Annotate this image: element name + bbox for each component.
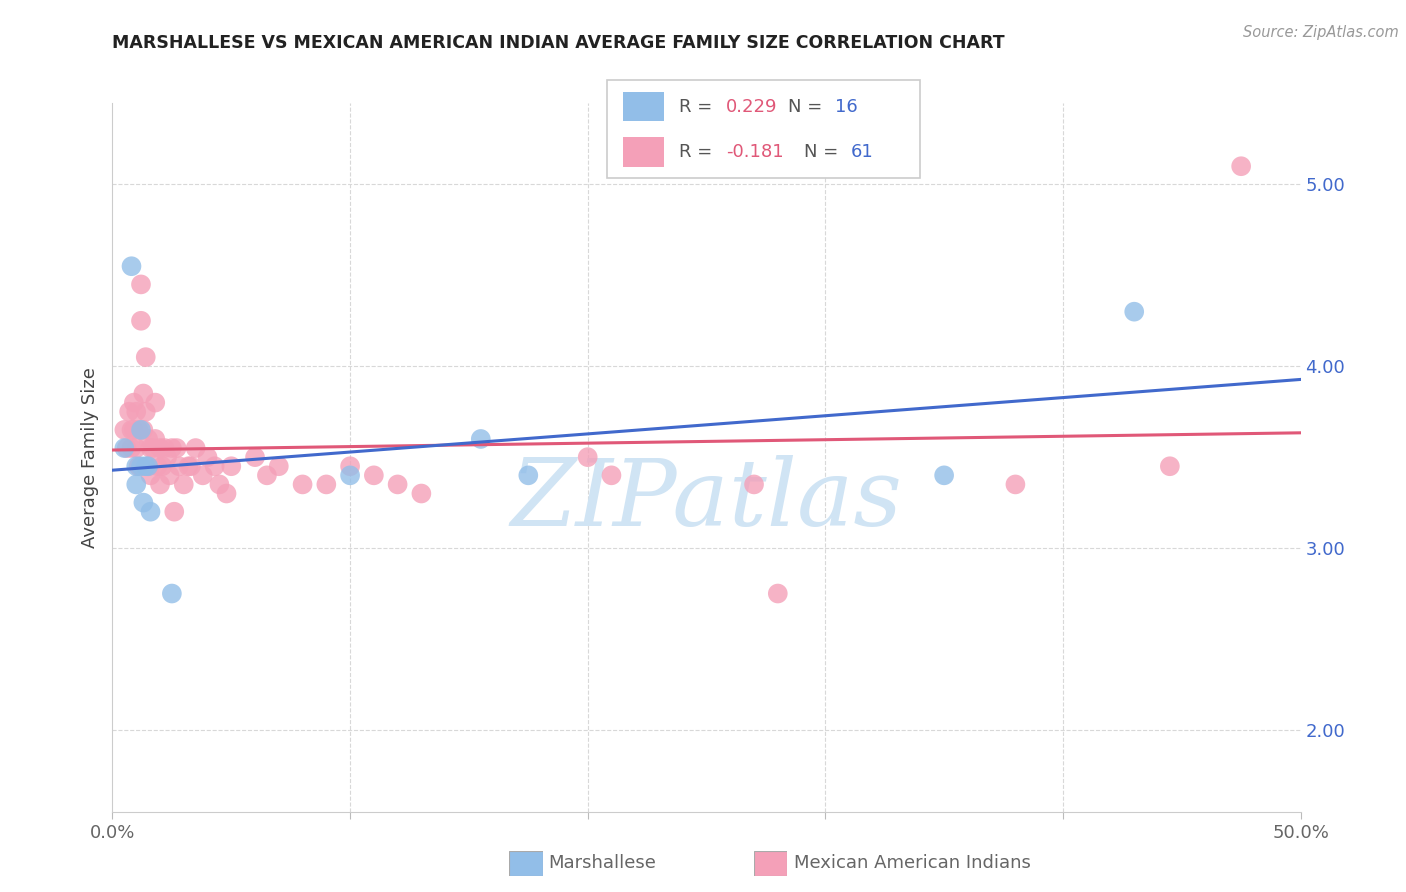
Point — [742, 477, 765, 491]
Point — [163, 505, 186, 519]
Y-axis label: Average Family Size: Average Family Size — [82, 367, 100, 548]
Text: 16: 16 — [835, 98, 858, 116]
Point — [146, 459, 169, 474]
Bar — [623, 137, 664, 167]
Point — [125, 477, 148, 491]
Point — [215, 486, 238, 500]
Text: Marshallese: Marshallese — [548, 854, 657, 871]
Point — [132, 386, 155, 401]
Point — [125, 459, 148, 474]
Text: Mexican American Indians: Mexican American Indians — [794, 854, 1031, 871]
Point — [153, 441, 176, 455]
Point — [135, 350, 157, 364]
Point — [1159, 459, 1181, 474]
Point — [167, 459, 190, 474]
Point — [139, 505, 162, 519]
Point — [143, 395, 166, 409]
Point — [160, 441, 183, 455]
Text: MARSHALLESE VS MEXICAN AMERICAN INDIAN AVERAGE FAMILY SIZE CORRELATION CHART: MARSHALLESE VS MEXICAN AMERICAN INDIAN A… — [112, 34, 1005, 52]
Point — [160, 586, 183, 600]
Point — [112, 423, 135, 437]
Point — [204, 459, 226, 474]
Point — [411, 486, 433, 500]
Point — [517, 468, 540, 483]
Point — [125, 405, 148, 419]
Point — [128, 423, 150, 437]
Point — [363, 468, 385, 483]
Point — [115, 441, 138, 455]
Point — [576, 450, 599, 464]
Text: ZIPatlas: ZIPatlas — [510, 455, 903, 545]
Point — [136, 432, 159, 446]
Point — [139, 468, 162, 483]
Text: R =: R = — [679, 143, 718, 161]
Point — [136, 459, 159, 474]
Point — [166, 441, 188, 455]
Point — [267, 459, 290, 474]
Point — [256, 468, 278, 483]
Point — [121, 441, 143, 455]
Point — [180, 459, 202, 474]
Point — [600, 468, 623, 483]
Point — [243, 450, 266, 464]
Point — [143, 432, 166, 446]
Point — [184, 441, 207, 455]
Point — [197, 450, 219, 464]
Point — [291, 477, 314, 491]
Point — [934, 468, 956, 483]
Point — [129, 314, 152, 328]
FancyBboxPatch shape — [607, 80, 920, 178]
Point — [156, 450, 179, 464]
Point — [191, 468, 214, 483]
Text: N =: N = — [789, 98, 828, 116]
Bar — [623, 92, 664, 121]
Text: N =: N = — [804, 143, 844, 161]
Text: Source: ZipAtlas.com: Source: ZipAtlas.com — [1243, 25, 1399, 40]
Point — [121, 259, 143, 273]
Point — [159, 468, 181, 483]
Point — [128, 459, 150, 474]
Point — [149, 477, 172, 491]
Point — [339, 459, 361, 474]
Point — [132, 423, 155, 437]
Point — [1230, 159, 1253, 173]
Point — [315, 477, 337, 491]
Point — [135, 459, 157, 474]
Point — [139, 441, 162, 455]
Point — [470, 432, 492, 446]
Text: -0.181: -0.181 — [725, 143, 783, 161]
Text: 61: 61 — [851, 143, 873, 161]
Point — [149, 441, 172, 455]
Point — [132, 495, 155, 509]
Point — [173, 477, 195, 491]
Point — [122, 423, 145, 437]
Point — [125, 441, 148, 455]
Point — [208, 477, 231, 491]
Text: R =: R = — [679, 98, 718, 116]
Point — [112, 441, 135, 455]
Point — [129, 423, 152, 437]
Point — [118, 405, 141, 419]
Point — [136, 459, 159, 474]
Point — [135, 405, 157, 419]
Point — [129, 459, 152, 474]
Point — [129, 277, 152, 292]
Point — [177, 459, 200, 474]
Point — [387, 477, 409, 491]
Text: 0.229: 0.229 — [725, 98, 778, 116]
Point — [339, 468, 361, 483]
Point — [766, 586, 789, 600]
Point — [1004, 477, 1026, 491]
Point — [1123, 304, 1146, 318]
Point — [142, 441, 165, 455]
Point — [121, 423, 143, 437]
Point — [219, 459, 243, 474]
Point — [150, 459, 173, 474]
Point — [122, 395, 145, 409]
